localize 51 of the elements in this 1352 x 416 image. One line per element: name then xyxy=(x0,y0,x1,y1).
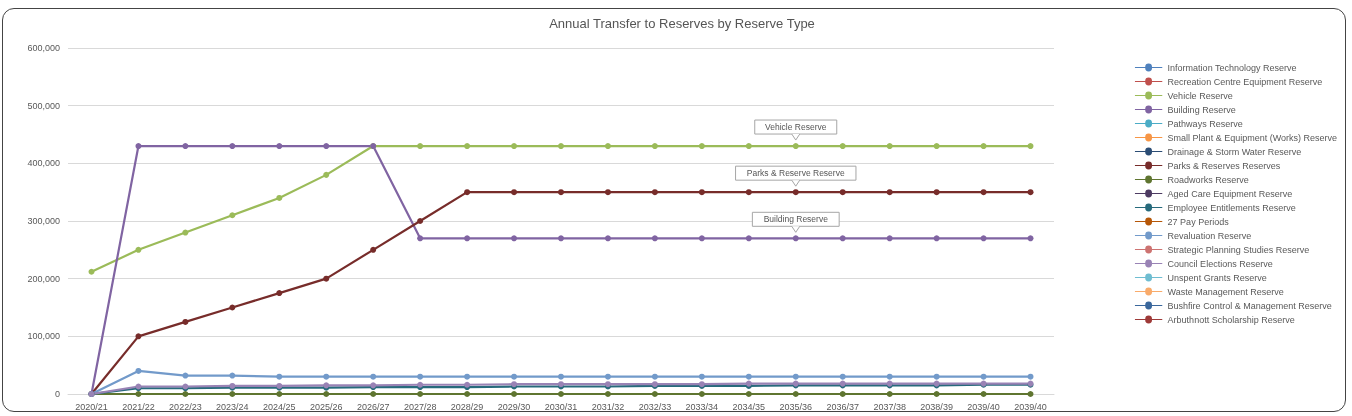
x-tick-label: 2039/40 xyxy=(967,401,1000,412)
x-tick-label: 2036/37 xyxy=(826,401,859,412)
x-tick-label: 2025/26 xyxy=(309,401,343,412)
x-tick-label: 2029/30 xyxy=(497,401,531,412)
y-tick-label: 200,000 xyxy=(27,273,60,284)
x-tick-label: 2021/22 xyxy=(122,401,155,412)
legend-label: Drainage & Storm Water Reserve xyxy=(1167,146,1302,157)
y-tick-label: 400,000 xyxy=(27,158,60,169)
y-tick-label: 100,000 xyxy=(27,331,60,342)
legend-label: Employee Entitlements Reserve xyxy=(1167,202,1296,213)
legend-label: Roadworks Reserve xyxy=(1167,174,1249,185)
annotation: Building Reserve xyxy=(763,214,829,225)
annotation: Vehicle Reserve xyxy=(765,122,827,133)
x-tick-label: 2028/29 xyxy=(450,401,484,412)
x-tick-label: 2027/28 xyxy=(403,401,437,412)
legend-label: Unspent Grants Reserve xyxy=(1167,272,1267,283)
legend-label: Vehicle Reserve xyxy=(1167,90,1233,101)
legend-label: Information Technology Reserve xyxy=(1167,62,1297,73)
x-tick-label: 2026/27 xyxy=(356,401,390,412)
y-tick-label: 500,000 xyxy=(27,100,60,111)
y-tick-label: 0 xyxy=(54,389,60,399)
y-tick-label: 600,000 xyxy=(27,43,60,53)
x-tick-label: 2032/33 xyxy=(638,401,672,412)
legend-label: Council Elections Reserve xyxy=(1167,258,1273,269)
legend-label: Bushfire Control & Management Reserve xyxy=(1167,300,1332,311)
x-tick-label: 2039/40 xyxy=(1014,401,1047,412)
legend-label: Parks & Reserves Reserves xyxy=(1167,160,1281,171)
legend-label: Waste Management Reserve xyxy=(1167,286,1284,297)
legend-label: Aged Care Equipment Reserve xyxy=(1167,188,1293,199)
legend-label: 27 Pay Periods xyxy=(1167,216,1230,227)
legend-label: Revaluation Reserve xyxy=(1167,230,1252,241)
x-tick-label: 2020/21 xyxy=(75,401,108,412)
legend-label: Building Reserve xyxy=(1167,104,1236,115)
legend-label: Strategic Planning Studies Reserve xyxy=(1167,244,1310,255)
x-tick-label: 2034/35 xyxy=(732,401,766,412)
chart-title: Annual Transfer to Reserves by Reserve Type xyxy=(549,16,815,31)
x-tick-label: 2033/34 xyxy=(685,401,719,412)
x-tick-label: 2023/24 xyxy=(216,401,249,412)
x-tick-label: 2024/25 xyxy=(263,401,296,412)
x-tick-label: 2038/39 xyxy=(920,401,953,412)
legend-label: Pathways Reserve xyxy=(1167,118,1243,129)
x-tick-label: 2031/32 xyxy=(591,401,625,412)
legend-label: Small Plant & Equipment (Works) Reserve xyxy=(1167,132,1338,143)
x-tick-label: 2037/38 xyxy=(873,401,906,412)
x-tick-label: 2022/23 xyxy=(169,401,202,412)
x-tick-label: 2035/36 xyxy=(779,401,813,412)
legend-label: Arbuthnott Scholarship Reserve xyxy=(1167,314,1295,325)
x-tick-label: 2030/31 xyxy=(544,401,578,412)
annotation: Parks & Reserve Reserve xyxy=(746,168,845,179)
legend-label: Recreation Centre Equipment Reserve xyxy=(1167,76,1323,87)
y-tick-label: 300,000 xyxy=(27,216,60,226)
